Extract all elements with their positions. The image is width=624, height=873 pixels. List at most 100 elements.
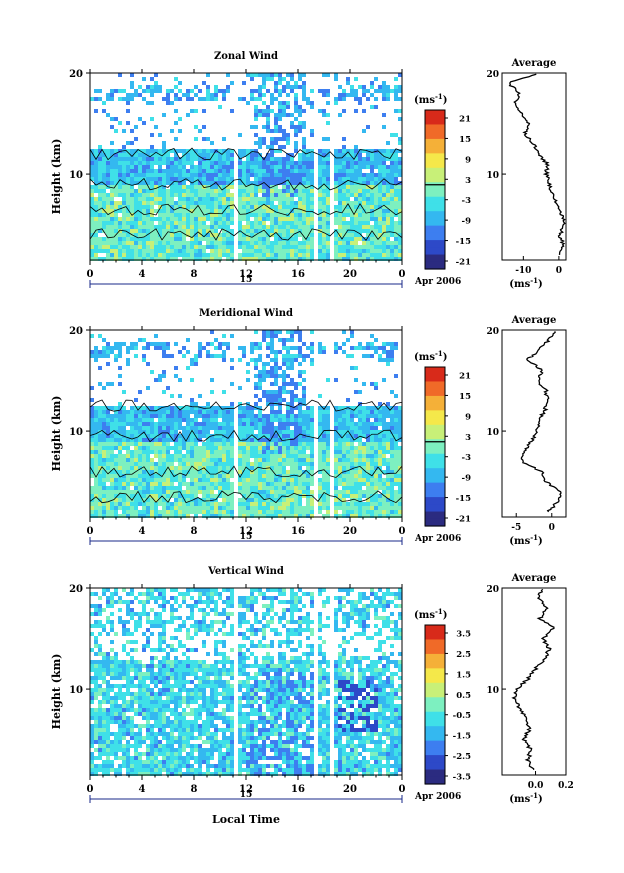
heatmap-cell xyxy=(298,502,302,506)
heatmap-cell xyxy=(334,510,338,514)
heatmap-cell xyxy=(334,205,338,209)
heatmap-cell xyxy=(398,241,402,245)
contour-line xyxy=(89,228,403,241)
heatmap-cell xyxy=(94,350,98,354)
heatmap-cell xyxy=(238,474,242,478)
heatmap-cell xyxy=(182,161,186,165)
heatmap-cell xyxy=(306,217,310,221)
heatmap-cell xyxy=(214,430,218,434)
heatmap-cell xyxy=(110,442,114,446)
heatmap-cell xyxy=(290,430,294,434)
heatmap-cell xyxy=(162,189,166,193)
heatmap-cell xyxy=(250,410,254,414)
heatmap-cell xyxy=(366,346,370,350)
heatmap-cell xyxy=(322,414,326,418)
heatmap-cell xyxy=(202,514,206,518)
heatmap-cell xyxy=(374,446,378,450)
heatmap-cell xyxy=(226,161,230,165)
heatmap-cell xyxy=(334,450,338,454)
heatmap-cell xyxy=(294,474,298,478)
heatmap-cell xyxy=(370,165,374,169)
heatmap-cell xyxy=(254,105,258,109)
heatmap-cell xyxy=(370,257,374,261)
heatmap-cell xyxy=(266,77,270,81)
heatmap-cell xyxy=(214,213,218,217)
heatmap-cell xyxy=(250,209,254,213)
heatmap-cell xyxy=(238,193,242,197)
heatmap-cell xyxy=(306,165,310,169)
heatmap-cell xyxy=(246,498,250,502)
heatmap-cell xyxy=(398,141,402,145)
heatmap-cell xyxy=(94,422,98,426)
heatmap-cell xyxy=(398,201,402,205)
heatmap-cell xyxy=(350,418,354,422)
heatmap-cell xyxy=(286,161,290,165)
heatmap-cell xyxy=(246,257,250,261)
heatmap-cell xyxy=(298,446,302,450)
heatmap-cell xyxy=(362,466,366,470)
heatmap-cell xyxy=(150,209,154,213)
heatmap-cell xyxy=(398,157,402,161)
heatmap-cell xyxy=(138,458,142,462)
heatmap-cell xyxy=(270,141,274,145)
heatmap-cell xyxy=(186,438,190,442)
heatmap-cell xyxy=(194,193,198,197)
heatmap-cell xyxy=(258,382,262,386)
heatmap-cell xyxy=(134,253,138,257)
heatmap-cell xyxy=(378,189,382,193)
heatmap-cell xyxy=(222,350,226,354)
heatmap-cell xyxy=(254,157,258,161)
heatmap-cell xyxy=(390,490,394,494)
heatmap-cell xyxy=(310,406,314,410)
heatmap-cell xyxy=(190,486,194,490)
heatmap-cell xyxy=(262,73,266,77)
heatmap-cell xyxy=(398,257,402,261)
heatmap-cell xyxy=(326,422,330,426)
heatmap-cell xyxy=(374,346,378,350)
heatmap-cell xyxy=(162,374,166,378)
heatmap-cell xyxy=(178,201,182,205)
heatmap-cell xyxy=(362,510,366,514)
heatmap-cell xyxy=(186,173,190,177)
heatmap-cell xyxy=(106,149,110,153)
heatmap-cell xyxy=(98,257,102,261)
heatmap-cell xyxy=(386,486,390,490)
heatmap-cell xyxy=(222,474,226,478)
heatmap-cell xyxy=(202,253,206,257)
heatmap-cell xyxy=(150,426,154,430)
heatmap-cell xyxy=(286,506,290,510)
heatmap-cell xyxy=(286,205,290,209)
heatmap-cell xyxy=(254,245,258,249)
heatmap-cell xyxy=(290,249,294,253)
heatmap-cell xyxy=(98,414,102,418)
heatmap-cell xyxy=(298,466,302,470)
heatmap-cell xyxy=(138,181,142,185)
heatmap-cell xyxy=(278,390,282,394)
heatmap-cell xyxy=(106,494,110,498)
heatmap-cell xyxy=(102,193,106,197)
heatmap-cell xyxy=(398,85,402,89)
heatmap-cell xyxy=(210,149,214,153)
heatmap-cell xyxy=(334,221,338,225)
heatmap-cell xyxy=(382,502,386,506)
heatmap-cell xyxy=(374,213,378,217)
heatmap-cell xyxy=(310,330,314,334)
heatmap-cell xyxy=(258,157,262,161)
heatmap-cell xyxy=(310,514,314,518)
heatmap-cell xyxy=(118,354,122,358)
heatmap-cell xyxy=(182,410,186,414)
heatmap-cell xyxy=(386,201,390,205)
heatmap-cell xyxy=(358,390,362,394)
heatmap-cell xyxy=(322,149,326,153)
heatmap-cell xyxy=(226,217,230,221)
heatmap-cell xyxy=(202,225,206,229)
heatmap-cell xyxy=(98,450,102,454)
heatmap-cell xyxy=(102,490,106,494)
heatmap-cell xyxy=(90,438,94,442)
heatmap-cell xyxy=(302,97,306,101)
heatmap-cell xyxy=(254,165,258,169)
heatmap-cell xyxy=(170,458,174,462)
heatmap-cell xyxy=(98,165,102,169)
heatmap-cell xyxy=(270,225,274,229)
heatmap-cell xyxy=(286,229,290,233)
